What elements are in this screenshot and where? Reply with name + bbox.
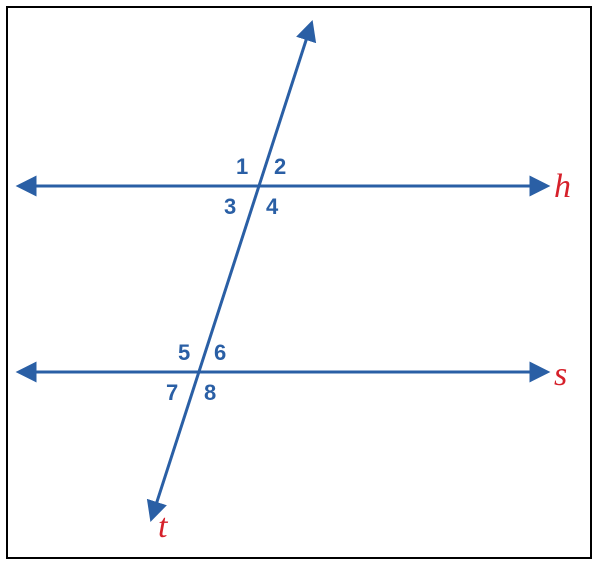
angle-7: 7	[166, 382, 178, 404]
angle-3: 3	[224, 196, 236, 218]
label-t: t	[158, 510, 167, 544]
label-s: s	[554, 358, 567, 392]
angle-5: 5	[178, 342, 190, 364]
angle-6: 6	[214, 342, 226, 364]
angle-1: 1	[236, 156, 248, 178]
geometry-svg	[0, 0, 594, 561]
line-t	[153, 28, 310, 514]
angle-4: 4	[266, 196, 278, 218]
diagram-canvas: 1 2 3 4 5 6 7 8 h s t	[0, 0, 594, 561]
label-h: h	[554, 170, 571, 204]
angle-2: 2	[274, 156, 286, 178]
angle-8: 8	[204, 382, 216, 404]
